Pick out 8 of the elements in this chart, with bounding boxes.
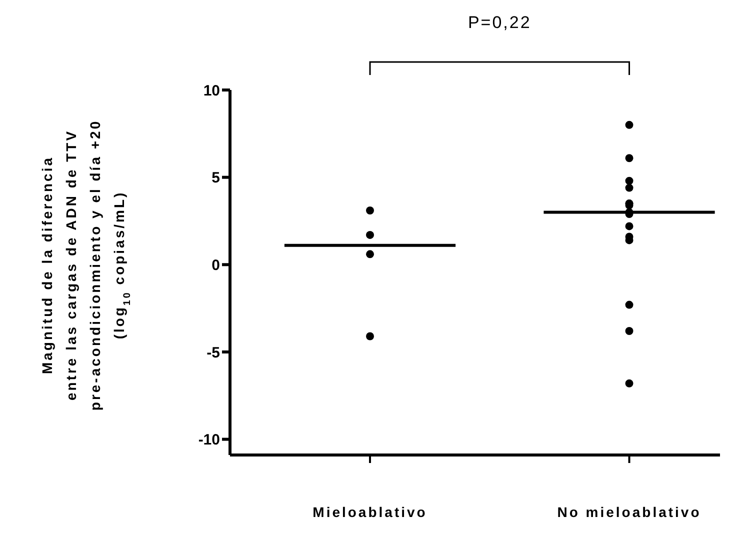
y-tick-label: 10 [203, 82, 220, 100]
y-tick-label: 0 [212, 256, 220, 274]
y-tick-label: -10 [198, 432, 220, 449]
x-tick-label: No mieloablativo [557, 504, 702, 520]
x-tick-label: Mieloablativo [312, 504, 428, 520]
y-tick-label: 5 [212, 170, 220, 187]
y-tick-label: -5 [206, 344, 220, 362]
text: P=0,22 [468, 13, 532, 32]
